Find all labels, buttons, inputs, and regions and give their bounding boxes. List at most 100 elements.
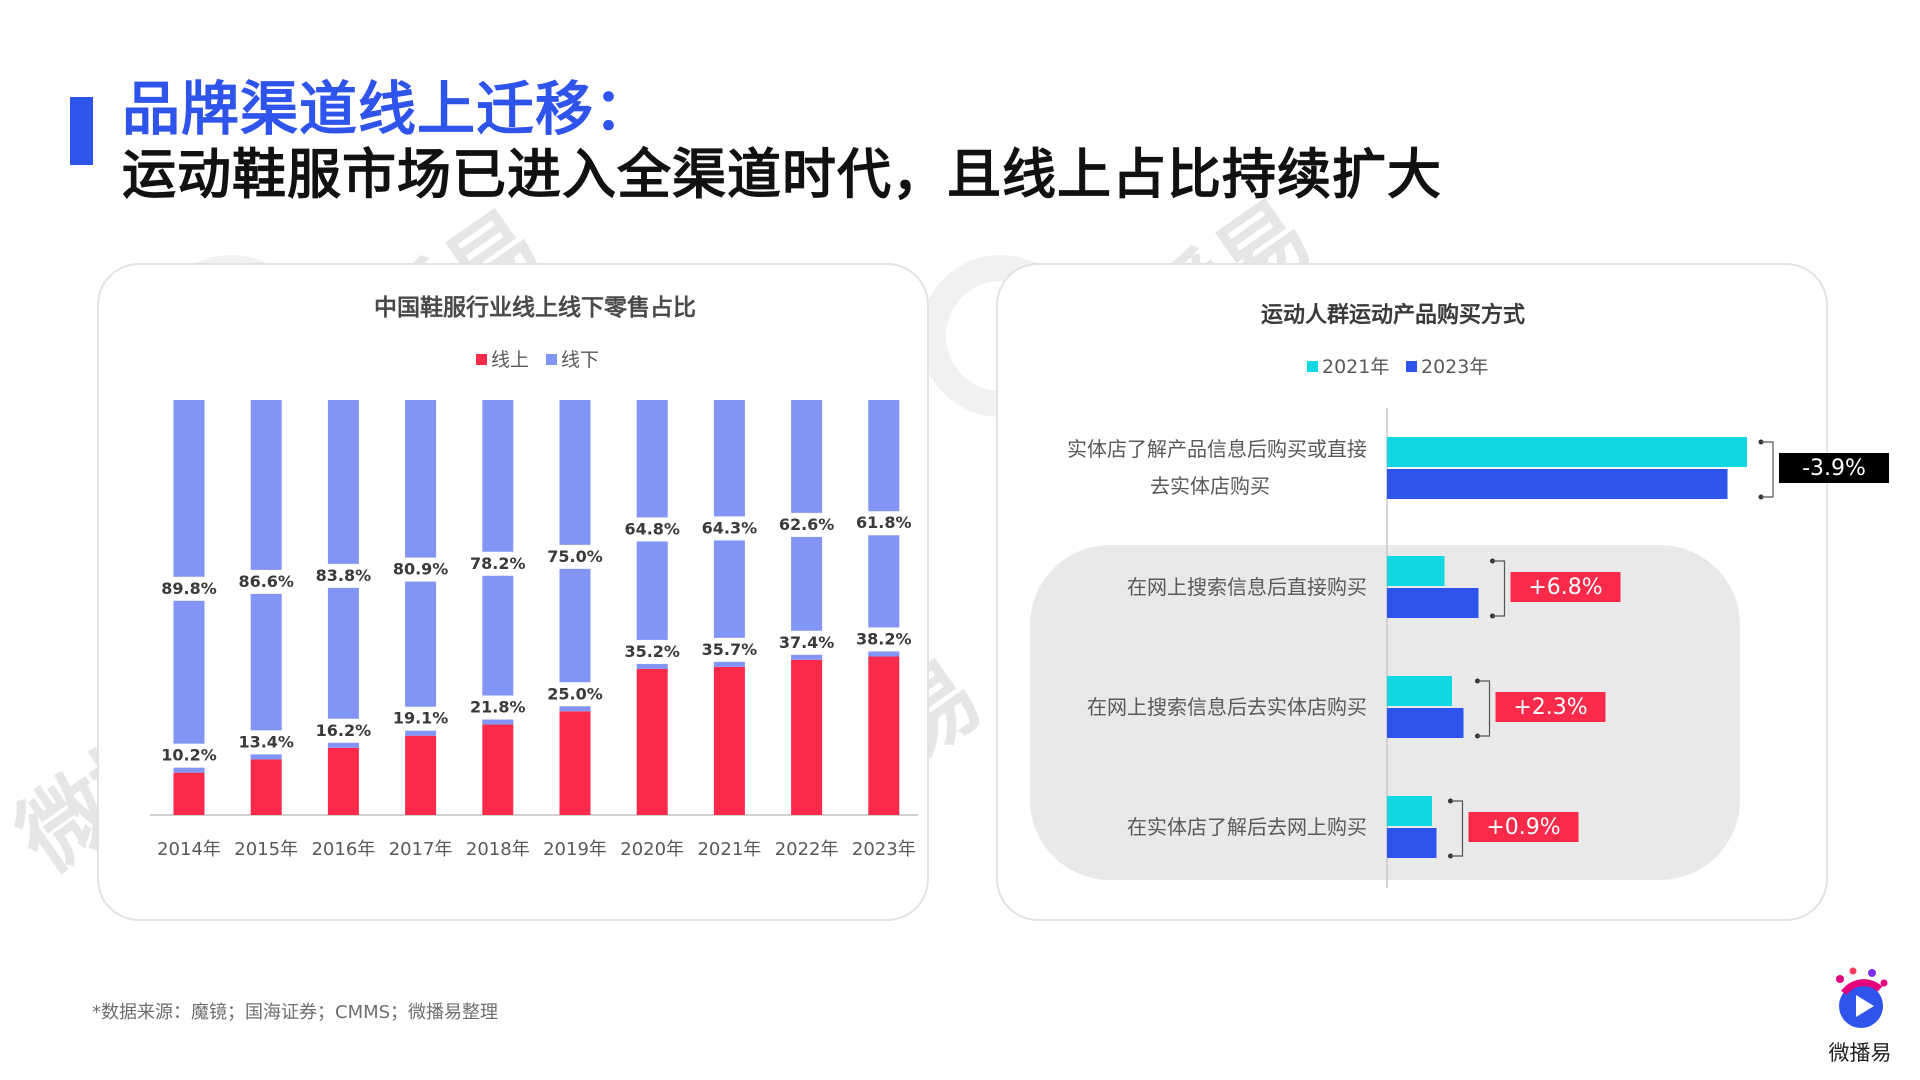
data-label-bg (470, 551, 525, 576)
data-label-bg (625, 517, 680, 542)
data-label-offline: 64.8% (624, 519, 680, 538)
bar-2021 (1387, 676, 1452, 706)
data-label-bg (548, 682, 602, 707)
bar-2021 (1387, 437, 1747, 467)
category-label: 在实体店了解后去网上购买 (1127, 815, 1367, 839)
data-label-bg (779, 512, 834, 537)
category-label: 实体店了解产品信息后购买或直接 (1067, 437, 1367, 461)
category-label: 在网上搜索信息后直接购买 (1127, 575, 1367, 599)
bracket-line (1492, 560, 1506, 617)
x-tick-label: 2016年 (311, 839, 375, 860)
data-label-offline: 61.8% (856, 513, 912, 532)
bar-2023 (1387, 828, 1437, 858)
data-label-offline: 64.3% (702, 518, 758, 537)
data-label-offline: 75.0% (547, 547, 603, 566)
data-label-offline: 83.8% (316, 566, 372, 585)
bar-2023 (1387, 469, 1728, 499)
bar-online (713, 666, 745, 815)
change-label: -3.9% (1802, 456, 1866, 481)
x-tick-label: 2021年 (697, 839, 761, 860)
title-accent-bar (70, 97, 93, 165)
data-label-bg (470, 695, 525, 720)
data-label-bg (779, 630, 834, 655)
bar-online (559, 711, 591, 815)
data-label-bg (856, 627, 911, 652)
source-note: *数据来源：魔镜；国海证券；CMMS；微播易整理 (92, 1002, 499, 1023)
bar-online (173, 772, 205, 815)
bar-online (482, 724, 514, 815)
data-label-online: 10.2% (161, 746, 217, 765)
data-label-bg (239, 730, 294, 755)
bracket-line (1450, 800, 1464, 857)
data-label-bg (393, 557, 448, 582)
brand-logo-text: 微播易 (1828, 1041, 1892, 1065)
legend-swatch-offline (546, 354, 557, 365)
bar-2023 (1387, 588, 1479, 618)
category-label: 去实体店购买 (1150, 474, 1270, 498)
bar-online (250, 759, 282, 815)
change-label: +6.8% (1528, 575, 1602, 600)
bar-2021 (1387, 796, 1432, 826)
data-label-offline: 62.6% (779, 515, 835, 534)
change-badge (1510, 572, 1621, 602)
bar-online (868, 656, 900, 815)
x-tick-label: 2023年 (852, 839, 916, 860)
change-badge (1495, 692, 1606, 722)
legend-swatch-online (476, 354, 487, 365)
data-label-bg (316, 718, 371, 743)
data-label-offline: 86.6% (238, 572, 294, 591)
x-tick-label: 2014年 (157, 839, 221, 860)
bracket-line (1761, 441, 1774, 498)
x-tick-label: 2022年 (775, 839, 839, 860)
legend-swatch-2023 (1406, 361, 1417, 372)
legend-label-2023: 2023年 (1421, 356, 1488, 378)
data-label-bg (316, 563, 371, 588)
data-label-offline: 78.2% (470, 554, 526, 573)
page-title: 品牌渠道线上迁移： (122, 75, 654, 143)
data-label-online: 21.8% (470, 698, 526, 717)
play-logo-icon (1836, 967, 1888, 1028)
category-label: 在网上搜索信息后去实体店购买 (1087, 695, 1367, 719)
legend-label-2021: 2021年 (1322, 356, 1389, 378)
bar-online (636, 668, 668, 815)
legend-label-offline: 线下 (561, 349, 599, 371)
legend-label-online: 线上 (491, 349, 529, 371)
data-label-bg (702, 637, 757, 662)
x-tick-label: 2017年 (389, 839, 453, 860)
bar-2023 (1387, 708, 1464, 738)
x-tick-label: 2015年 (234, 839, 298, 860)
data-label-online: 16.2% (316, 721, 372, 740)
data-label-online: 13.4% (238, 732, 294, 751)
x-tick-label: 2019年 (543, 839, 607, 860)
brand-logo: 微播易 (1820, 965, 1900, 1070)
data-label-online: 19.1% (393, 709, 449, 728)
data-label-online: 35.2% (624, 642, 680, 661)
change-badge (1779, 453, 1889, 483)
x-tick-label: 2020年 (620, 839, 684, 860)
data-label-online: 25.0% (547, 684, 603, 703)
chart-title: 中国鞋服行业线上线下零售占比 (374, 294, 696, 321)
bar-online (405, 735, 437, 815)
data-label-bg (856, 511, 911, 536)
data-label-online: 37.4% (779, 633, 835, 652)
data-label-offline: 80.9% (393, 560, 449, 579)
x-tick-label: 2018年 (466, 839, 530, 860)
data-label-bg (239, 569, 294, 594)
change-badge (1468, 812, 1579, 842)
data-label-bg (162, 743, 216, 768)
bracket-line (1477, 680, 1491, 737)
data-label-bg (162, 576, 216, 601)
data-label-offline: 89.8% (161, 579, 217, 598)
data-label-bg (548, 544, 602, 569)
legend-swatch-2021 (1307, 361, 1318, 372)
bar-online (791, 659, 823, 815)
data-label-bg (393, 706, 448, 731)
bar-2021 (1387, 556, 1445, 586)
highlight-background (1030, 545, 1740, 880)
data-label-online: 38.2% (856, 629, 912, 648)
data-label-bg (702, 516, 757, 541)
page-subtitle: 运动鞋服市场已进入全渠道时代，且线上占比持续扩大 (122, 143, 1442, 206)
change-label: +0.9% (1486, 815, 1560, 840)
change-label: +2.3% (1513, 695, 1587, 720)
